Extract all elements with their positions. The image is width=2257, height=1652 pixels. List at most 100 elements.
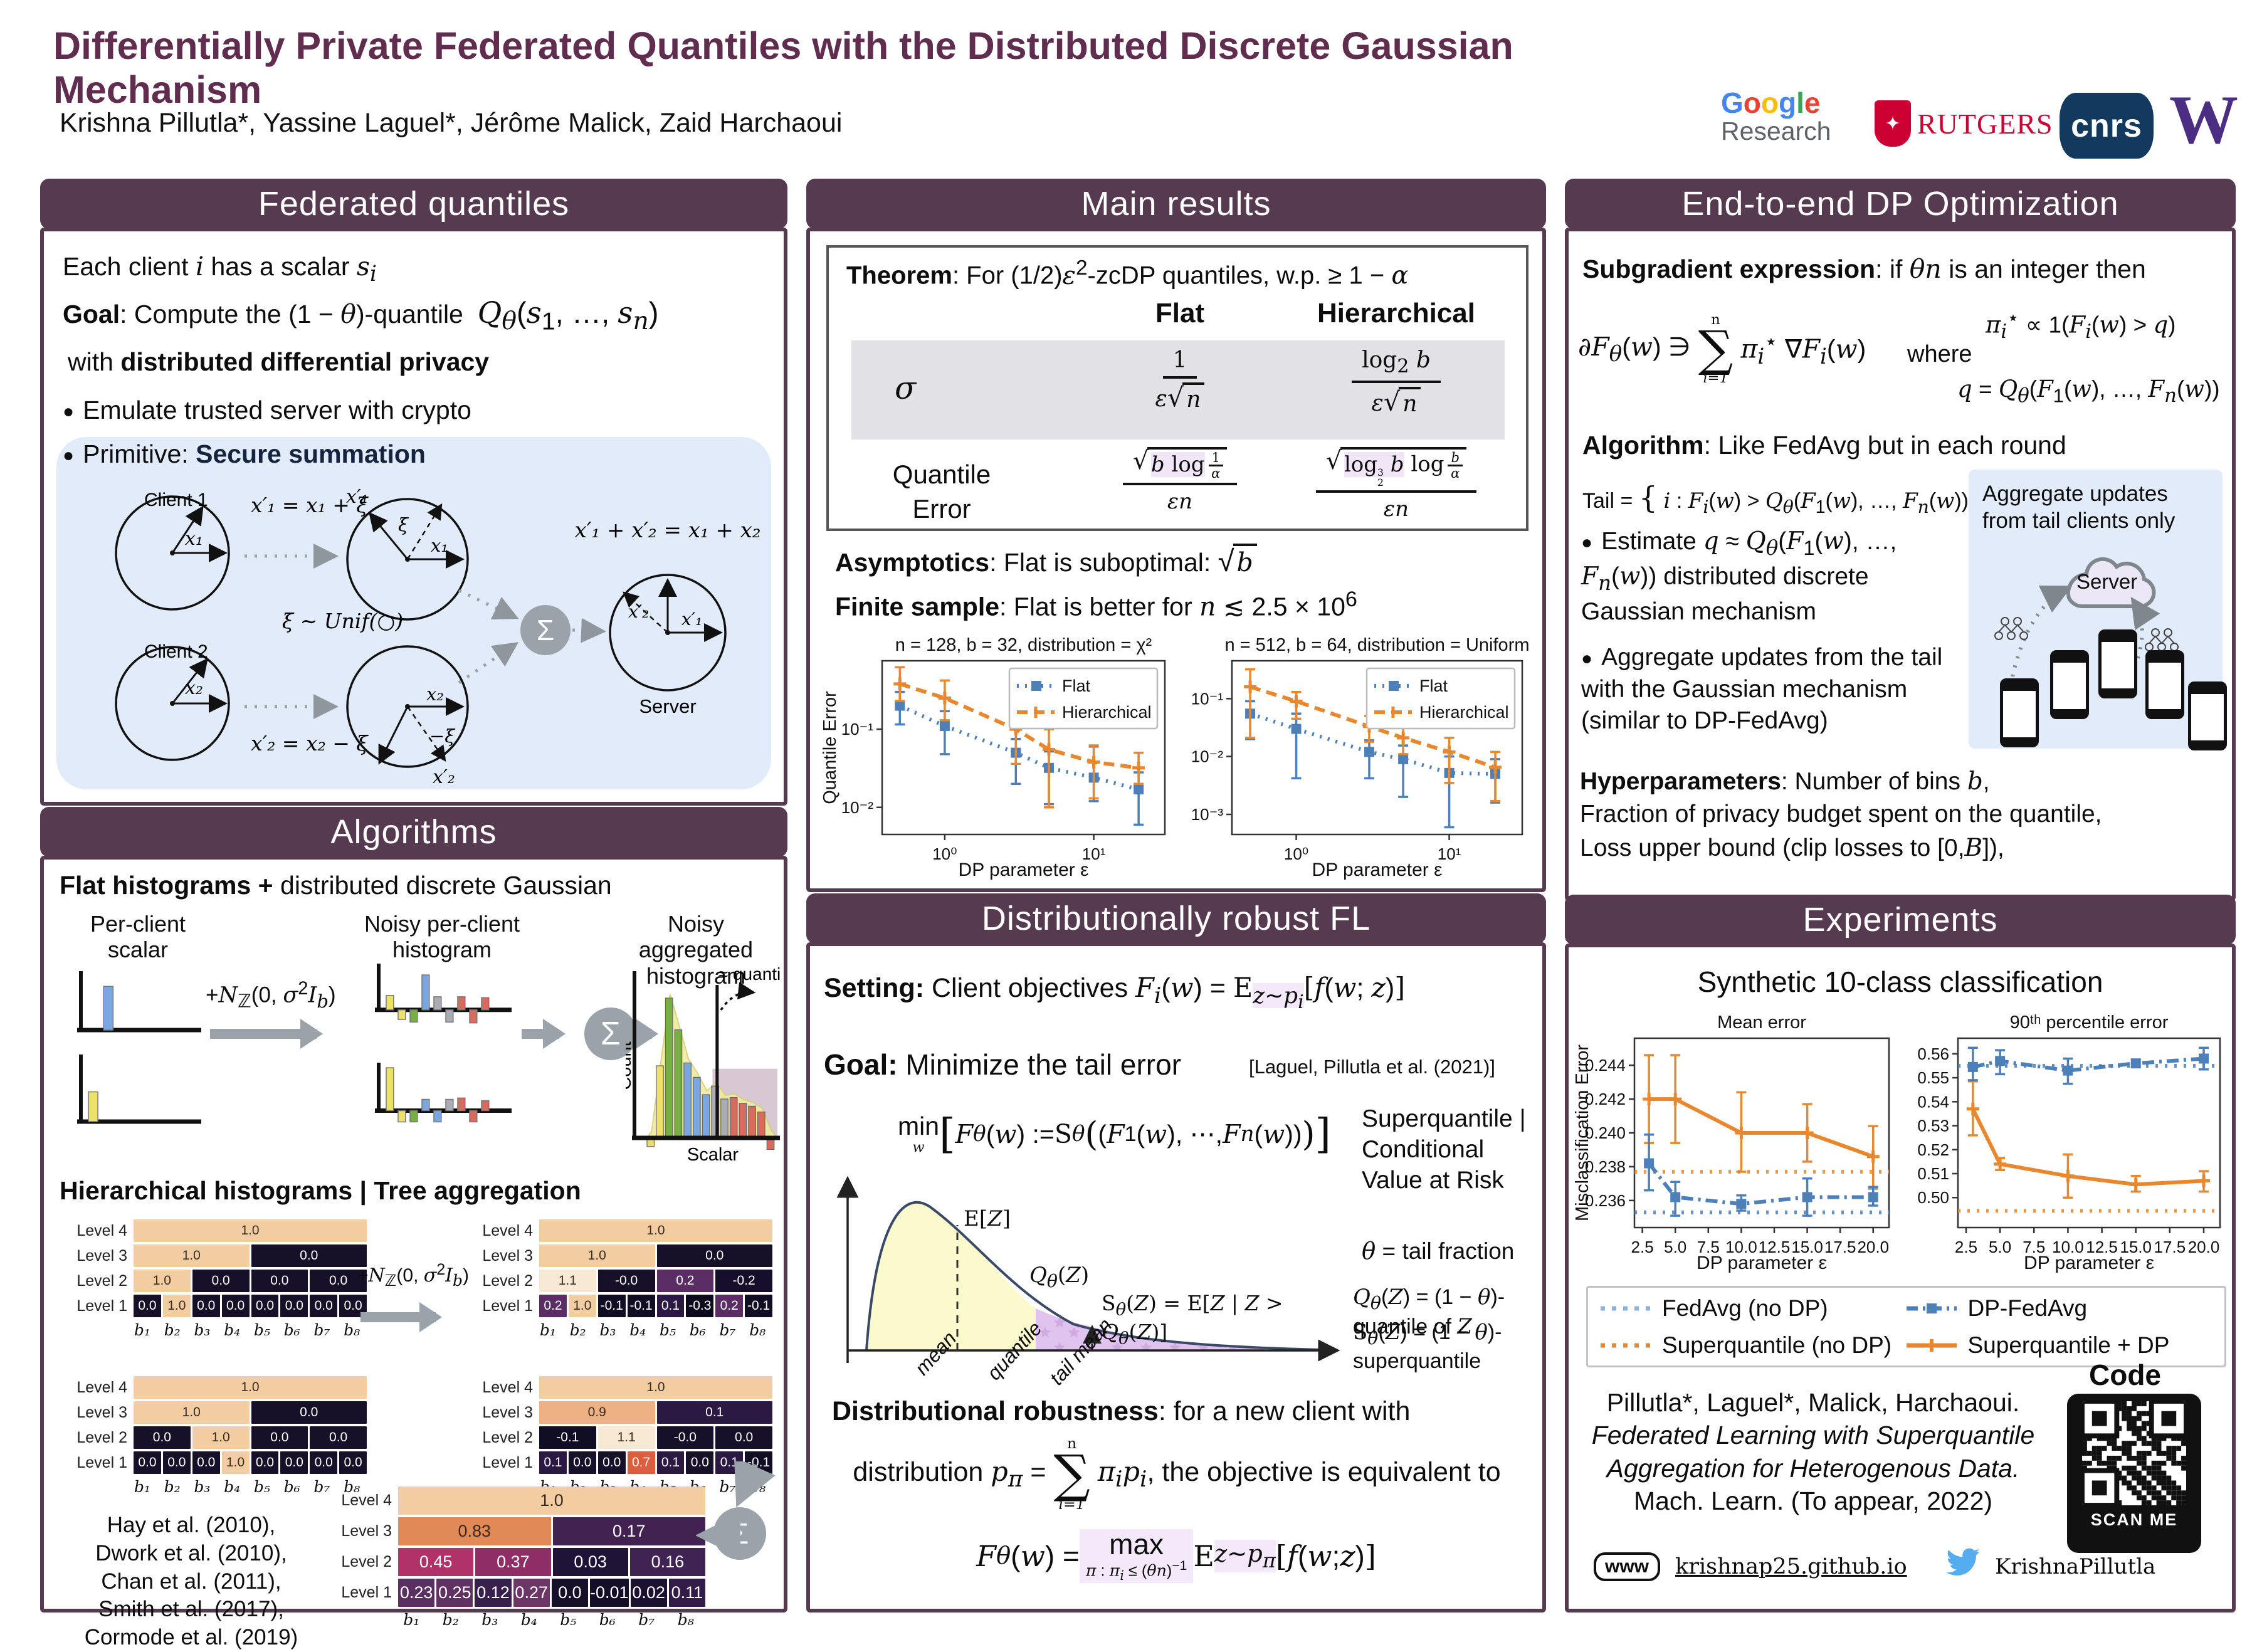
logo-google-research: Google Research (1721, 88, 1831, 145)
x-tick-label: 15.0 (2120, 1238, 2152, 1256)
scalar-axis-label: Scalar (687, 1145, 739, 1165)
twitter-icon (1946, 1548, 1980, 1576)
noisy-aggregated-histogram: ≈ quantile Scalar Count (626, 964, 781, 1165)
heatmap-cell: 0.0 (280, 1451, 308, 1474)
noise-label-2: +Nℤ(0, σ2Ib) (357, 1261, 470, 1290)
heatmap-cell: 1.0 (162, 1295, 191, 1317)
superquantile-figure: E[Z] Qθ(Z) Sθ(Z) = E[Z | Z > Qθ(Z)] mean… (823, 1162, 1349, 1413)
legend-superquantile-dp: Superquantile + DP (1906, 1332, 2212, 1359)
qr-code[interactable]: SCAN ME (2067, 1394, 2201, 1553)
google-letter: o (1743, 87, 1761, 119)
per-client-scalar-chart-2 (77, 1055, 201, 1124)
heatmap-level-label: Level 1 (482, 1297, 533, 1315)
chart-title: n = 128, b = 32, distribution = χ² (895, 635, 1152, 655)
citation-line: Smith et al. (2017), (98, 1597, 284, 1622)
heatmap-cell: 0.11 (668, 1579, 705, 1607)
x-tick-label: 10.0 (1725, 1238, 1757, 1256)
x-axis-label: DP parameter ε (1697, 1253, 1827, 1273)
heatmap-cell: 0.7 (627, 1451, 655, 1474)
server-label: Server (639, 695, 696, 717)
www-icon: www (1594, 1552, 1661, 1581)
bin-label: b₂ (442, 1611, 459, 1629)
bin-label: b₁ (134, 1478, 150, 1496)
x-tick-label: 10⁰ (932, 844, 957, 863)
section-header-dp-optimization: End-to-end DP Optimization (1565, 179, 2236, 229)
chart-title: 90ᵗʰ percentile error (2010, 1013, 2169, 1033)
heatmap-cell: 0.0 (251, 1244, 367, 1267)
big-sum: n ∑ i=1 (1053, 1434, 1090, 1513)
noisy-per-client-label: Noisy per-client histogram (364, 911, 520, 963)
client1-label: Client 1 (144, 490, 208, 510)
bin-label: b₆ (283, 1478, 300, 1496)
sum-node: Σ (584, 1008, 637, 1060)
asymptotics-line: Asymptotics: Flat is suboptimal: b (835, 544, 1257, 578)
y-tick-label: 0.242 (1585, 1090, 1626, 1108)
flat-histograms-title: Flat histograms + distributed discrete G… (60, 871, 612, 900)
theorem-statement: Theorem: For (1/2)ε2-zcDP quantiles, w.p… (846, 256, 1409, 290)
section-header-drfl: Distributionally robust FL (806, 893, 1546, 944)
heatmap-cell: 0.0 (280, 1295, 308, 1317)
x-tick-label: 10¹ (1438, 844, 1461, 863)
legend-label: Hierarchical (1419, 703, 1509, 722)
heatmap-client2-clean: Level 4 1.0 Level 3 1.0 0.0 Level 2 0.0 1.0 0.0 0… (72, 1375, 367, 1496)
heatmap-cell: 0.2 (656, 1270, 714, 1292)
citation-line: Chan et al. (2011), (101, 1569, 281, 1594)
phone-icon (2000, 678, 2039, 747)
column-header-flat: Flat (1155, 298, 1205, 329)
x2p-server: x′₂ (628, 601, 649, 622)
hyperparameters-line2: Fraction of privacy budget spent on the … (1580, 801, 2102, 828)
setting-line: Setting: Client objectives Fi(w) = Ez∼pi… (824, 972, 1406, 1013)
heatmap-cell: 0.9 (539, 1401, 655, 1424)
phone-icon (2098, 629, 2137, 698)
sigma-hier-formula: log2 bεn (1293, 347, 1500, 418)
legend-label: Flat (1419, 676, 1448, 695)
formula-post: πi⋆ ∇Fi(w) (1740, 329, 1866, 369)
heatmap-cell: 0.0 (251, 1451, 279, 1474)
google-letter: o (1760, 87, 1779, 119)
x2-label: x₂ (185, 677, 203, 699)
heatmap-cell: 0.27 (513, 1579, 550, 1607)
chart-title: Mean error (1717, 1013, 1806, 1033)
google-letter: e (1804, 87, 1821, 119)
twitter-handle[interactable]: KrishnaPillutla (1995, 1554, 2156, 1579)
bin-label: b₃ (481, 1611, 498, 1629)
heatmap-arrow (360, 1302, 442, 1332)
y-tick-label: 0.55 (1917, 1068, 1949, 1087)
heatmap-cell: 1.0 (134, 1270, 191, 1292)
heatmap-cell: 0.37 (475, 1548, 551, 1576)
heatmap-cell: -0.0 (597, 1270, 655, 1292)
y-tick-label: 10⁻¹ (1191, 689, 1224, 708)
heatmap-level-label: Level 2 (76, 1271, 127, 1290)
bin-label: b₃ (599, 1321, 616, 1339)
heatmap-cell: 0.0 (597, 1451, 626, 1474)
bin-label: b₅ (659, 1321, 676, 1339)
y-tick-label: 0.50 (1917, 1188, 1949, 1207)
bin-label: b₄ (224, 1478, 241, 1496)
legend-fedavg: FedAvg (no DP) (1601, 1295, 1907, 1322)
heatmap-cell: 0.0 (251, 1401, 367, 1424)
heatmap-level-label: Level 2 (76, 1428, 127, 1446)
heatmap-level-label: Level 1 (76, 1297, 127, 1315)
hyperparameters-line3: Loss upper bound (clip losses to [0,B]), (1580, 834, 2004, 862)
per-client-scalar-label: Per-client scalar (90, 911, 186, 963)
y-axis-label: Misclassification Error (1572, 1044, 1592, 1221)
bin-label: b₇ (313, 1478, 330, 1496)
logo-cnrs: cnrs (2060, 93, 2154, 159)
heatmap-level-label: Level 1 (76, 1453, 127, 1471)
heatmap-cell: 0.0 (251, 1426, 308, 1449)
heatmap-cell: 0.0 (656, 1244, 772, 1267)
where-label: where (1907, 341, 1972, 367)
heatmap-cell: 1.0 (398, 1486, 705, 1515)
website-link[interactable]: krishnap25.github.io (1675, 1554, 1907, 1579)
x2p-label: x′₂ (433, 766, 455, 788)
heatmap-cell: 0.45 (398, 1548, 474, 1576)
quantiles-ddp: with distributed differential privacy (68, 347, 490, 376)
logo-rutgers: ✦ RUTGERS (1875, 100, 2053, 147)
y-tick-label: 0.52 (1917, 1140, 1949, 1159)
citation-line: Hay et al. (2010), (107, 1513, 276, 1537)
quantile-error-label: Quantile Error (892, 460, 991, 523)
heatmap-cell: 0.23 (398, 1579, 435, 1607)
chart-quantile-error-uniform: n = 512, b = 64, distribution = Uniform 1… (1191, 635, 1530, 880)
